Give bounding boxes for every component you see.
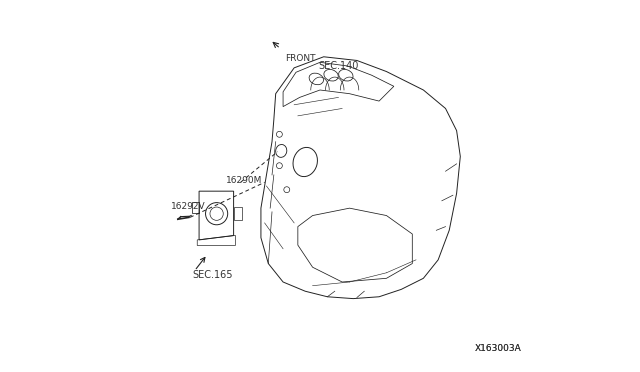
- Text: FRONT: FRONT: [285, 54, 316, 63]
- Text: X163003A: X163003A: [475, 344, 522, 353]
- Text: X163003A: X163003A: [475, 344, 522, 353]
- Text: 16292V: 16292V: [170, 202, 205, 211]
- Text: SEC.165: SEC.165: [193, 270, 233, 280]
- Text: SEC.140: SEC.140: [318, 61, 358, 71]
- Text: 16290M: 16290M: [226, 176, 262, 185]
